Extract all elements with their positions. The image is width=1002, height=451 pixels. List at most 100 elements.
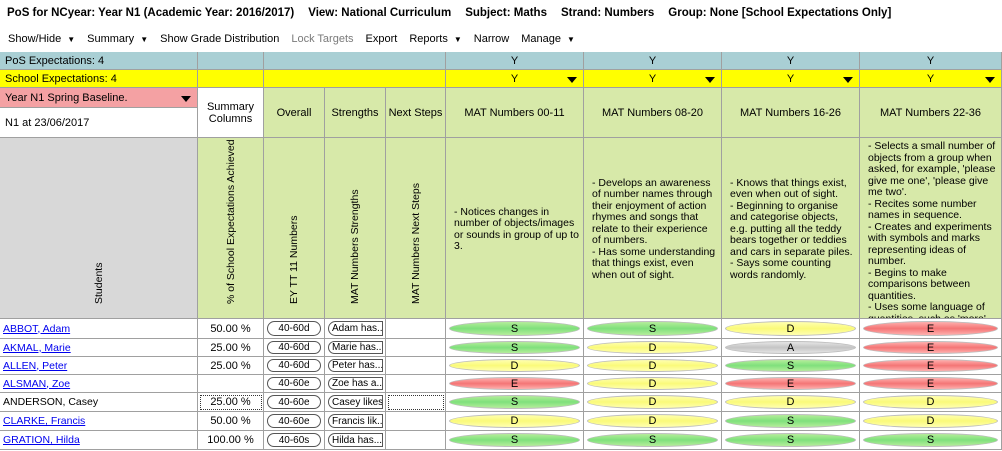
overall-grade-pill: 40-60d [267,321,321,336]
overall-cell[interactable]: 40-60e [264,412,325,431]
strengths-text-chip: Casey likes... [328,395,383,409]
summary-columns-header[interactable]: Summary Columns [198,88,264,138]
next-steps-cell[interactable] [386,375,446,393]
dropdown-arrow-icon [181,95,191,102]
grade-cell[interactable]: D [584,339,722,357]
grade-cell[interactable]: A [722,339,860,357]
pct-achieved-cell[interactable]: 50.00 % [198,412,264,431]
menu-label: Lock Targets [291,33,354,45]
strengths-cell[interactable]: Adam has... [325,319,386,339]
strengths-cell[interactable]: Zoe has a... [325,375,386,393]
school-flag-dropdown-4[interactable]: Y [860,70,1002,88]
overall-cell[interactable]: 40-60d [264,339,325,357]
student-name[interactable]: CLARKE, Francis [0,412,198,431]
grade-cell[interactable]: D [584,357,722,375]
student-name[interactable]: ALSMAN, Zoe [0,375,198,393]
grade-cell[interactable]: E [860,357,1002,375]
grade-cell[interactable]: S [584,319,722,339]
school-flag-dropdown-2[interactable]: Y [584,70,722,88]
strengths-cell[interactable]: Hilda has... [325,431,386,450]
grade-pill: E [449,377,580,390]
grade-cell[interactable]: D [722,393,860,412]
mat-next-steps-header[interactable]: MAT Numbers Next Steps [386,138,446,319]
overall-cell[interactable]: 40-60e [264,375,325,393]
menu-show-grade-distribution[interactable]: Show Grade Distribution [160,33,279,45]
pct-achieved-cell[interactable]: 25.00 % [198,339,264,357]
mat-column-header-1[interactable]: MAT Numbers 00-11 [446,88,584,138]
menu-reports[interactable]: Reports ▼ [409,33,461,45]
overall-cell[interactable]: 40-60d [264,357,325,375]
next-steps-cell[interactable] [386,412,446,431]
grade-cell[interactable]: S [722,412,860,431]
grade-cell[interactable]: E [860,319,1002,339]
overall-cell[interactable]: 40-60d [264,319,325,339]
grade-cell[interactable]: E [446,375,584,393]
grade-cell[interactable]: S [722,431,860,450]
student-name[interactable]: ABBOT, Adam [0,319,198,339]
grade-cell[interactable]: D [446,412,584,431]
strengths-cell[interactable]: Marie has... [325,339,386,357]
chevron-down-icon: ▼ [566,34,575,44]
overall-cell[interactable]: 40-60s [264,431,325,450]
grade-cell[interactable]: E [722,375,860,393]
next-steps-header[interactable]: Next Steps [386,88,446,138]
pct-achieved-cell[interactable]: 100.00 % [198,431,264,450]
ey-numbers-header[interactable]: EY TT 11 Numbers [264,138,325,319]
menu-narrow[interactable]: Narrow [474,33,509,45]
grade-cell[interactable]: S [446,393,584,412]
students-header[interactable]: Students [0,138,198,319]
student-name[interactable]: AKMAL, Marie [0,339,198,357]
next-steps-cell[interactable] [386,339,446,357]
next-steps-cell[interactable] [386,357,446,375]
mat-strengths-header[interactable]: MAT Numbers Strengths [325,138,386,319]
pos-flag-1: Y [446,52,584,70]
school-flag-dropdown-3[interactable]: Y [722,70,860,88]
strengths-cell[interactable]: Casey likes... [325,393,386,412]
grade-cell[interactable]: D [584,393,722,412]
student-name[interactable]: ANDERSON, Casey [0,393,198,412]
grade-cell[interactable]: E [860,375,1002,393]
grade-cell[interactable]: S [584,431,722,450]
pct-achieved-cell[interactable]: 25.00 % [198,393,264,412]
pct-achieved-cell[interactable] [198,375,264,393]
grade-cell[interactable]: D [860,412,1002,431]
menu-show-hide[interactable]: Show/Hide ▼ [8,33,75,45]
menu-summary[interactable]: Summary ▼ [87,33,148,45]
menu-export[interactable]: Export [366,33,398,45]
pct-achieved-cell[interactable]: 50.00 % [198,319,264,339]
next-steps-cell[interactable] [386,319,446,339]
mat-column-header-3[interactable]: MAT Numbers 16-26 [722,88,860,138]
baseline-dropdown[interactable]: Year N1 Spring Baseline. [0,88,198,108]
grade-cell[interactable]: D [584,375,722,393]
grade-cell[interactable]: D [446,357,584,375]
overall-header[interactable]: Overall [264,88,325,138]
strengths-header[interactable]: Strengths [325,88,386,138]
grade-cell[interactable]: D [860,393,1002,412]
student-link: ALSMAN, Zoe [3,377,71,390]
grade-cell[interactable]: S [860,431,1002,450]
menu-manage[interactable]: Manage ▼ [521,33,575,45]
overall-cell[interactable]: 40-60e [264,393,325,412]
mat-column-header-2[interactable]: MAT Numbers 08-20 [584,88,722,138]
overall-grade-pill: 40-60d [267,341,321,354]
grade-cell[interactable]: S [446,339,584,357]
grade-pill: E [725,377,856,390]
next-steps-cell[interactable] [386,431,446,450]
pos-blank-summary [198,52,264,70]
strengths-cell[interactable]: Peter has... [325,357,386,375]
school-flag-dropdown-1[interactable]: Y [446,70,584,88]
grade-cell[interactable]: D [584,412,722,431]
grade-cell[interactable]: S [446,319,584,339]
pct-achieved-cell[interactable]: 25.00 % [198,357,264,375]
grade-pill: A [725,341,856,354]
pct-achieved-header[interactable]: % of School Expectations Achieved [198,138,264,319]
grade-cell[interactable]: S [446,431,584,450]
grade-cell[interactable]: S [722,357,860,375]
student-name[interactable]: ALLEN, Peter [0,357,198,375]
strengths-cell[interactable]: Francis lik... [325,412,386,431]
student-name[interactable]: GRATION, Hilda [0,431,198,450]
mat-column-header-4[interactable]: MAT Numbers 22-36 [860,88,1002,138]
next-steps-cell[interactable] [386,393,446,412]
grade-cell[interactable]: D [722,319,860,339]
grade-cell[interactable]: E [860,339,1002,357]
